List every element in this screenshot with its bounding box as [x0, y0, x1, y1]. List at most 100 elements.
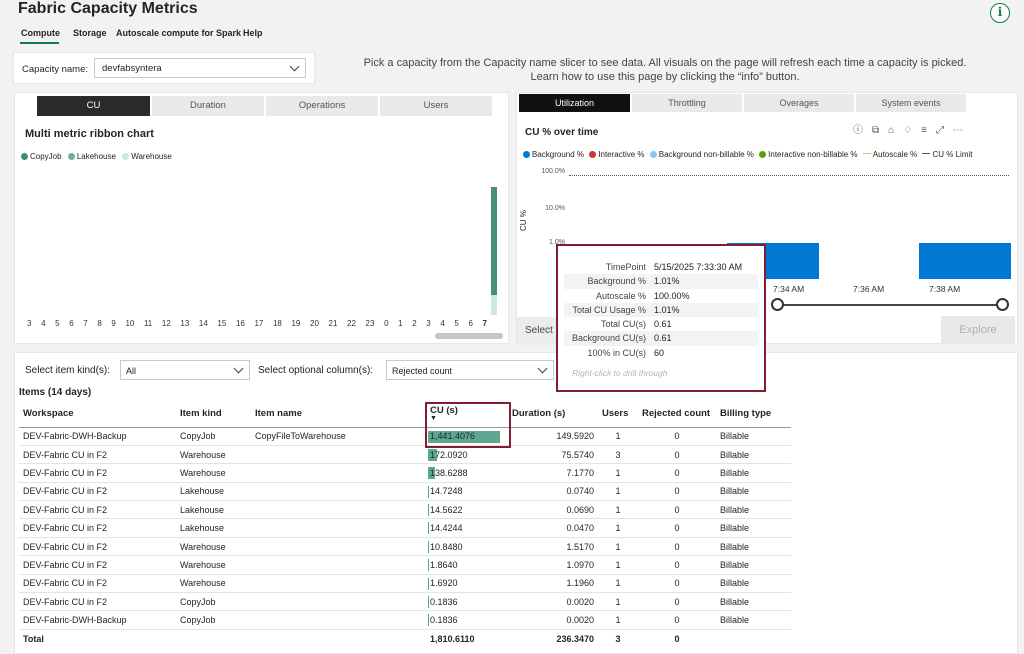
- legend-dot-icon: [523, 150, 530, 158]
- column-header[interactable]: Billing type: [716, 401, 791, 428]
- ribbon-bar-warehouse[interactable]: [491, 295, 497, 315]
- y-tick: 10.0%: [545, 205, 565, 212]
- x-tick: 9: [111, 319, 116, 328]
- help-icon[interactable]: ⓘ: [853, 125, 863, 136]
- table-row[interactable]: DEV-Fabric CU in F2 Warehouse 1.6920 1.1960…: [19, 574, 791, 594]
- column-header[interactable]: Duration (s): [508, 401, 598, 428]
- tab-overages[interactable]: Overages: [744, 94, 854, 112]
- x-tick: 21: [328, 319, 338, 328]
- tab-cu[interactable]: CU: [37, 96, 150, 116]
- x-tick: 8: [97, 319, 102, 328]
- slider-end-handle[interactable]: [996, 298, 1009, 311]
- cu-data-bar: [428, 430, 500, 443]
- table-row[interactable]: DEV-Fabric CU in F2 Lakehouse 14.4244 0.047…: [19, 518, 791, 538]
- x-tick: 6: [69, 319, 74, 328]
- x-tick: 15: [217, 319, 227, 328]
- table-cell: [251, 518, 426, 538]
- table-row[interactable]: DEV-Fabric-DWH-Backup CopyJob CopyFileToWa…: [19, 427, 791, 446]
- table-row[interactable]: DEV-Fabric-DWH-Backup CopyJob 0.1836 0.0020…: [19, 610, 791, 630]
- table-row[interactable]: DEV-Fabric CU in F2 Lakehouse 14.7248 0.074…: [19, 482, 791, 502]
- chart-tooltip: TimePoint 5/15/2025 7:33:30 AM Background …: [556, 244, 766, 392]
- x-tick: 19: [291, 319, 301, 328]
- legend-item[interactable]: Warehouse: [122, 152, 172, 161]
- cu-bar[interactable]: [919, 243, 1011, 279]
- tooltip-value: 1.01%: [654, 304, 680, 315]
- tab-storage[interactable]: Storage: [73, 28, 107, 38]
- ribbon-bar-copyjob[interactable]: [491, 187, 497, 315]
- tab-users[interactable]: Users: [380, 96, 492, 116]
- slider-start-handle[interactable]: [771, 298, 784, 311]
- chart-title: Multi metric ribbon chart: [25, 128, 154, 140]
- tab-operations[interactable]: Operations: [266, 96, 378, 116]
- column-header[interactable]: Users: [598, 401, 638, 428]
- tab-utilization[interactable]: Utilization: [519, 94, 630, 112]
- cu-value: 10.8480: [430, 541, 463, 552]
- table-cell: 0.0020: [508, 610, 598, 630]
- table-cell: DEV-Fabric-DWH-Backup: [19, 610, 176, 630]
- tab-help[interactable]: Help: [243, 28, 263, 38]
- legend-item[interactable]: Background %: [523, 150, 584, 159]
- tab-compute[interactable]: Compute: [21, 28, 60, 38]
- table-cell: 1: [598, 427, 638, 446]
- x-tick: 7: [482, 319, 487, 328]
- table-cell: [251, 500, 426, 520]
- table-row[interactable]: DEV-Fabric CU in F2 Warehouse 1.8640 1.0970…: [19, 555, 791, 575]
- column-header-cu[interactable]: CU (s) ▼: [426, 401, 508, 428]
- x-tick: 4: [41, 319, 46, 328]
- optional-column-dropdown[interactable]: Rejected count: [386, 360, 554, 380]
- pin-icon[interactable]: ⌂: [888, 125, 895, 136]
- legend-item[interactable]: Autoscale %: [862, 150, 917, 159]
- table-cell: 0: [638, 445, 716, 465]
- explore-button[interactable]: Explore: [941, 316, 1015, 344]
- copy-icon[interactable]: ⧉: [872, 125, 880, 136]
- ribbon-chart-panel: CU Duration Operations Users Multi metri…: [14, 92, 509, 344]
- cu-cell: 14.5622: [426, 500, 508, 520]
- info-icon[interactable]: i: [990, 3, 1010, 23]
- table-cell: Warehouse: [176, 574, 251, 594]
- cu-cell: 0.1836: [426, 592, 508, 612]
- x-tick: 17: [254, 319, 264, 328]
- total-cell: Total: [19, 628, 176, 648]
- table-row[interactable]: DEV-Fabric CU in F2 Warehouse 138.6288 7.17…: [19, 463, 791, 483]
- legend-item[interactable]: CU % Limit: [922, 150, 973, 159]
- table-cell: 1.0970: [508, 555, 598, 575]
- table-row[interactable]: DEV-Fabric CU in F2 CopyJob 0.1836 0.0020 1 0…: [19, 592, 791, 612]
- column-header[interactable]: Item name: [251, 401, 426, 428]
- table-cell: 1: [598, 555, 638, 575]
- legend-item[interactable]: Interactive %: [589, 150, 645, 159]
- item-kind-dropdown[interactable]: All: [120, 360, 250, 380]
- table-cell: DEV-Fabric CU in F2: [19, 482, 176, 502]
- table-row[interactable]: DEV-Fabric CU in F2 Warehouse 10.8480 1.517…: [19, 537, 791, 557]
- sort-desc-icon: ▼: [430, 415, 437, 423]
- table-cell: Billable: [716, 500, 791, 520]
- more-icon[interactable]: ⋯: [953, 125, 963, 136]
- tab-system-events[interactable]: System events: [856, 94, 966, 112]
- table-cell: 0.0470: [508, 518, 598, 538]
- legend-item[interactable]: CopyJob: [21, 152, 62, 161]
- legend-item[interactable]: Background non-billable %: [649, 150, 754, 159]
- tab-autoscale[interactable]: Autoscale compute for Spark: [116, 28, 242, 38]
- table-cell: [251, 592, 426, 612]
- filter-icon[interactable]: ≡: [921, 125, 927, 136]
- bell-icon[interactable]: ♢: [903, 125, 913, 136]
- x-tick: 6: [468, 319, 473, 328]
- table-cell: Billable: [716, 445, 791, 465]
- capacity-dropdown[interactable]: devfabsyntera: [94, 58, 306, 78]
- column-header[interactable]: Rejected count: [638, 401, 716, 428]
- focus-icon[interactable]: ⤢: [936, 125, 944, 136]
- table-row[interactable]: DEV-Fabric CU in F2 Lakehouse 14.5622 0.069…: [19, 500, 791, 520]
- tab-throttling[interactable]: Throttling: [632, 94, 742, 112]
- time-range-slider[interactable]: [777, 304, 1003, 306]
- tab-duration[interactable]: Duration: [152, 96, 264, 116]
- table-cell: Warehouse: [176, 555, 251, 575]
- column-header[interactable]: Item kind: [176, 401, 251, 428]
- table-row[interactable]: DEV-Fabric CU in F2 Warehouse 172.0920 75.5…: [19, 445, 791, 465]
- column-header[interactable]: Workspace: [19, 401, 176, 428]
- cu-data-bar: [428, 485, 429, 498]
- legend-item[interactable]: Interactive non-billable %: [759, 150, 858, 159]
- chart-scrollbar[interactable]: [435, 333, 503, 339]
- table-cell: DEV-Fabric CU in F2: [19, 555, 176, 575]
- legend-item[interactable]: Lakehouse: [67, 152, 116, 161]
- visual-toolbar: ⓘ ⧉ ⌂ ♢ ≡ ⤢ ⋯: [853, 121, 972, 136]
- tooltip-value: 100.00%: [654, 290, 690, 301]
